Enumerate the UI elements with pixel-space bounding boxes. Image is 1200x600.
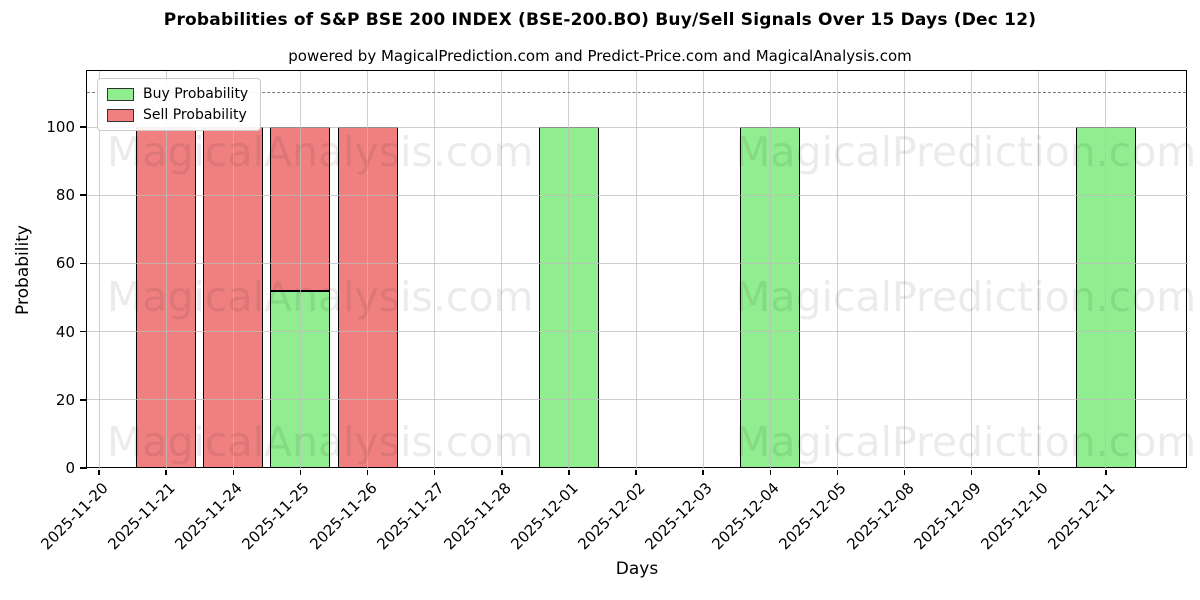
gridline-horizontal (87, 262, 1188, 264)
x-tick-label: 2025-12-08 (842, 479, 918, 554)
gridline-vertical (232, 71, 234, 469)
gridline-vertical (635, 71, 637, 469)
x-tick-label: 2025-12-09 (910, 479, 985, 554)
legend-label-sell: Sell Probability (143, 107, 247, 123)
x-tick-label: 2025-12-01 (507, 479, 582, 554)
legend-item-sell: Sell Probability (107, 107, 248, 123)
y-tick-label: 100 (46, 118, 75, 136)
x-tick-mark (635, 470, 637, 475)
chart-title: Probabilities of S&P BSE 200 INDEX (BSE-… (163, 10, 1037, 30)
x-tick-label: 2025-12-05 (775, 479, 851, 554)
gridline-vertical (501, 71, 503, 469)
x-tick-label: 2025-11-21 (104, 479, 179, 554)
x-tick-label: 2025-12-04 (708, 479, 784, 554)
y-tick-mark (80, 194, 87, 196)
x-tick-mark (1038, 470, 1040, 475)
gridline-vertical (971, 71, 973, 469)
gridline-vertical (702, 71, 704, 469)
legend: Buy Probability Sell Probability (97, 78, 262, 131)
x-tick-label: 2025-12-11 (1044, 479, 1119, 554)
y-tick-label: 20 (55, 390, 75, 409)
chart-subtitle: powered by MagicalPrediction.com and Pre… (288, 47, 912, 65)
x-tick-mark (98, 470, 100, 475)
y-tick-mark (80, 467, 87, 469)
gridline-vertical (1105, 71, 1107, 469)
x-tick-label: 2025-11-24 (171, 479, 246, 554)
gridline-horizontal (87, 126, 1188, 128)
x-tick-mark (299, 470, 302, 475)
buy-swatch-icon (107, 87, 134, 101)
x-tick-mark (1105, 470, 1107, 475)
x-tick-label: 2025-12-02 (574, 479, 649, 554)
gridline-horizontal (87, 331, 1188, 333)
x-tick-mark (903, 470, 906, 475)
y-tick-label: 40 (55, 322, 75, 341)
x-axis-label: Days (615, 559, 659, 579)
x-tick-mark (568, 470, 570, 475)
gridline-vertical (769, 71, 771, 469)
x-tick-mark (769, 470, 772, 475)
x-tick-mark (165, 470, 167, 475)
gridline-vertical (299, 71, 301, 469)
gridline-vertical (434, 71, 436, 469)
x-tick-label: 2025-11-25 (238, 479, 314, 554)
gridline-vertical (568, 71, 570, 469)
x-tick-label: 2025-11-26 (305, 479, 381, 554)
x-tick-label: 2025-11-27 (372, 479, 448, 554)
y-tick-mark (80, 399, 87, 401)
y-tick-label: 60 (55, 254, 75, 273)
x-tick-mark (836, 470, 839, 475)
gridline-vertical (836, 71, 838, 469)
x-tick-mark (433, 470, 436, 475)
plot-area: Probability Days Buy Probability Sell Pr… (13, 70, 1196, 579)
gridline-vertical (98, 71, 100, 469)
gridline-vertical (367, 71, 369, 469)
threshold-line (87, 91, 1186, 93)
gridline-horizontal (87, 399, 1188, 401)
x-tick-label: 2025-12-10 (977, 479, 1052, 554)
y-tick-mark (80, 126, 87, 128)
legend-label-buy: Buy Probability (143, 86, 249, 102)
x-tick-mark (501, 470, 503, 475)
gridline-vertical (165, 71, 167, 469)
x-tick-mark (970, 470, 973, 475)
gridline-horizontal (87, 194, 1188, 196)
gridline-vertical (1038, 71, 1040, 469)
gridline-vertical (904, 71, 906, 469)
x-tick-label: 2025-11-28 (440, 479, 515, 554)
x-tick-label: 2025-11-20 (37, 479, 112, 554)
y-tick-mark (80, 330, 87, 333)
y-tick-label: 80 (55, 186, 75, 205)
x-tick-label: 2025-12-03 (641, 479, 716, 554)
x-tick-mark (702, 470, 704, 475)
x-tick-mark (366, 470, 369, 475)
y-tick-mark (80, 262, 87, 265)
sell-swatch-icon (107, 108, 134, 122)
legend-item-buy: Buy Probability (107, 86, 248, 102)
y-tick-label: 0 (65, 459, 75, 477)
x-tick-mark (232, 470, 234, 475)
